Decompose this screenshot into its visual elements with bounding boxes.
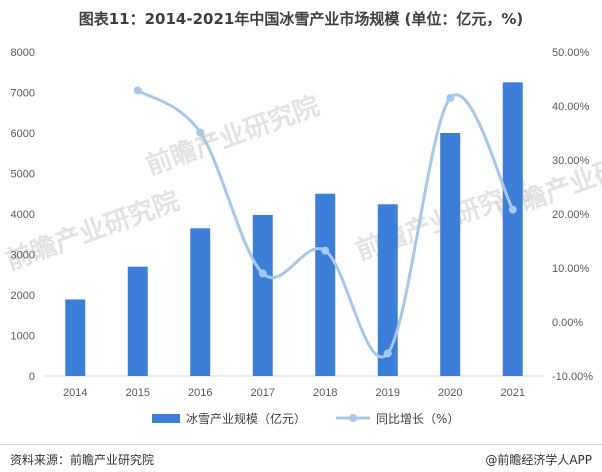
right-tick-label: -10.00% — [552, 371, 593, 383]
bar — [127, 266, 148, 376]
chart-title: 图表11：2014-2021年中国冰雪产业市场规模 (单位：亿元，%) — [78, 10, 524, 28]
source-text: 资料来源：前瞻产业研究院 — [10, 453, 155, 467]
line-point — [446, 93, 455, 102]
x-tick-label: 2015 — [126, 387, 150, 399]
right-tick-label: 0.00% — [552, 317, 583, 329]
left-tick-label: 2000 — [11, 290, 35, 302]
x-tick-label: 2018 — [313, 387, 337, 399]
bar — [190, 228, 211, 376]
brand-text: @前瞻经济学人APP — [485, 453, 592, 467]
right-tick-label: 10.00% — [552, 263, 590, 275]
legend: 冰雪产业规模（亿元） 同比增长（%） — [152, 411, 459, 426]
legend-swatch-bar — [152, 414, 180, 423]
x-tick-label: 2017 — [251, 387, 275, 399]
left-tick-label: 1000 — [11, 331, 35, 343]
left-tick-label: 4000 — [11, 209, 35, 221]
left-tick-label: 0 — [29, 371, 35, 383]
bar-series — [65, 82, 523, 376]
line-point — [133, 86, 142, 95]
bar — [315, 193, 336, 376]
line-point — [258, 269, 267, 278]
legend-label: 冰雪产业规模（亿元） — [186, 411, 306, 426]
line-point — [321, 246, 330, 255]
x-tick-label: 2021 — [501, 387, 525, 399]
left-tick-label: 7000 — [11, 88, 35, 100]
left-tick-label: 3000 — [11, 250, 35, 262]
line-point — [508, 205, 517, 214]
right-tick-label: 50.00% — [552, 47, 590, 59]
bar — [440, 133, 461, 376]
left-tick-label: 5000 — [11, 169, 35, 181]
legend-swatch-marker — [349, 414, 357, 422]
x-tick-label: 2014 — [63, 387, 87, 399]
line-series — [133, 86, 517, 359]
watermark-text: 前瞻产业研究院 — [2, 185, 184, 276]
bar — [65, 299, 86, 376]
x-tick-label: 2016 — [188, 387, 212, 399]
legend-label: 同比增长（%） — [376, 412, 459, 426]
left-tick-label: 6000 — [11, 128, 35, 140]
bar — [377, 204, 398, 376]
chart-area: 前瞻产业研究院前瞻产业研究院前瞻产业研究院前瞻产业研究院 01000200030… — [2, 47, 602, 426]
x-axis: 2014 2015 2016 2017 2018 2019 2020 2021 — [63, 387, 525, 399]
bar — [502, 82, 523, 376]
x-tick-label: 2019 — [376, 387, 400, 399]
right-tick-label: 30.00% — [552, 155, 590, 167]
bar — [252, 214, 273, 376]
left-tick-label: 8000 — [11, 47, 35, 59]
line-point — [383, 349, 392, 358]
right-tick-label: 40.00% — [552, 101, 590, 113]
x-tick-label: 2020 — [438, 387, 462, 399]
line-point — [196, 128, 205, 137]
right-tick-label: 20.00% — [552, 209, 590, 221]
right-axis: -10.00% 0.00% 10.00% 20.00% 30.00% 40.00% 50.0… — [552, 47, 593, 383]
footer: 资料来源：前瞻产业研究院 @前瞻经济学人APP — [0, 444, 602, 472]
left-axis: 0 1000 2000 3000 4000 5000 6000 7000 8000 — [11, 47, 35, 383]
